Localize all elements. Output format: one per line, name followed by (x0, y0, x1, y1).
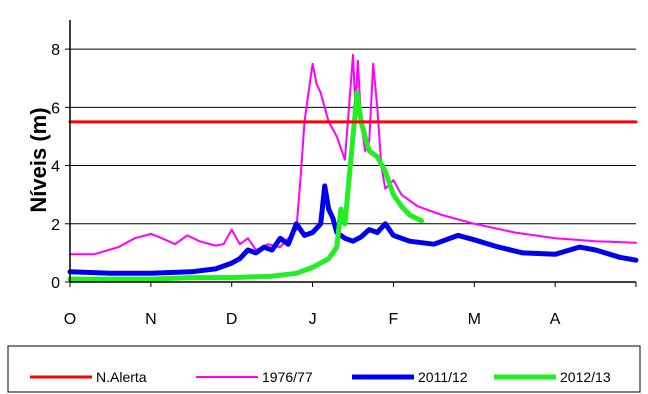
legend-label-0: N.Alerta (96, 369, 147, 385)
x-tick-label-O: O (64, 311, 76, 328)
y-tick-labels: 0 2 4 6 8 (51, 42, 60, 292)
x-tick-label-F: F (389, 311, 399, 328)
y-tick-label-8: 8 (51, 42, 60, 59)
x-tick-label-A: A (550, 311, 561, 328)
series-line-1 (69, 53, 637, 256)
series-line-3 (67, 90, 425, 282)
y-tick-label-6: 6 (51, 100, 60, 117)
legend-label-2: 2011/12 (418, 369, 468, 385)
gridlines (70, 48, 636, 225)
x-tick-label-J: J (309, 311, 317, 328)
y-tick-label-4: 4 (51, 159, 60, 176)
y-tick-label-2: 2 (51, 217, 60, 234)
legend-label-3: 2012/13 (560, 369, 611, 385)
legend-label-1: 1976/77 (262, 369, 313, 385)
x-tick-label-N: N (145, 311, 157, 328)
legend-box (7, 345, 641, 393)
legend: N.Alerta 1976/77 2011/12 2012/13 (7, 345, 641, 393)
series-line-2 (67, 183, 639, 276)
series-lines (67, 53, 639, 282)
y-axis-title: Níveis (m) (26, 107, 51, 212)
x-tick-label-D: D (226, 311, 238, 328)
axes (65, 20, 637, 287)
y-tick-label-0: 0 (51, 275, 60, 292)
x-tick-label-M: M (468, 311, 481, 328)
